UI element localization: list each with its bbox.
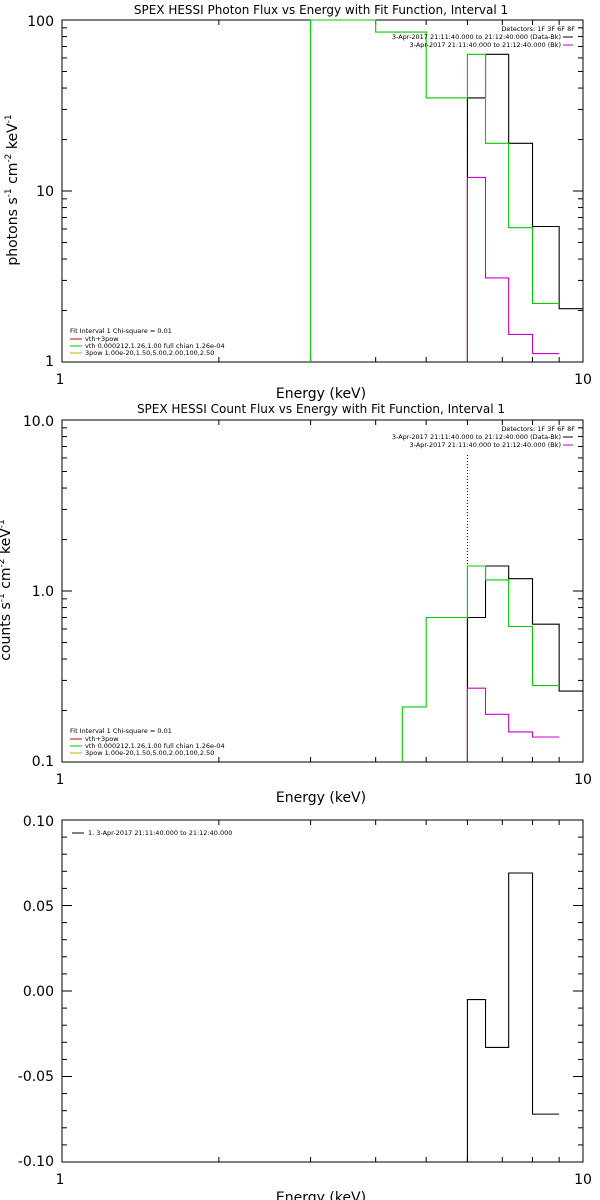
panel2-xtick-10: 10 [574,772,592,788]
panel3-xtick-10: 10 [574,1172,592,1188]
panel1-ytick-100: 100 [27,14,54,30]
panel2-ticks [61,419,584,763]
panel3-xlabel: Energy (keV) [276,1190,366,1200]
panel-residuals: 1 10 -0.10 -0.05 0.00 0.05 0.10 Energy (… [18,814,592,1200]
panel2-legend-vth: vth 0.000212,1.26,1.00 full chian 1.26e-… [85,742,225,750]
panel3-ytick-0.10: 0.10 [23,814,54,830]
panel2-ylabel: counts s-1 cm-2 keV-1 [0,519,14,661]
panel3-ytick-neg0.05: -0.05 [18,1069,54,1085]
series-bk [466,687,560,762]
panel1-title: SPEX HESSI Photon Flux vs Energy with Fi… [134,3,508,17]
panel1-xtick-1: 1 [56,372,65,388]
panel1-fit-header: Fit Interval 1 Chi-square = 0.01 [70,327,172,335]
panel2-legend-vth3pow: vth+3pow [85,735,119,743]
panel2-xtick-1: 1 [56,772,65,788]
series-data-bk [466,565,583,762]
panel2-legend-entry-databk: 3-Apr-2017 21:11:40.000 to 21:12:40.000 … [392,433,561,441]
panel3-xtick-1: 1 [56,1172,65,1188]
panel3-ytick-neg0.10: -0.10 [18,1154,54,1170]
panel-photon-flux: SPEX HESSI Photon Flux vs Energy with Fi… [4,3,592,402]
panel2-legend-right: Detectors: 1F 3F 6F 8F 3-Apr-2017 21:11:… [392,425,575,449]
series-residuals [466,872,560,1162]
panel1-frame [61,19,584,363]
panel2-ytick-10: 10.0 [23,414,54,430]
panel2-ytick-1: 1.0 [32,584,54,600]
panel1-legend-right: Detectors: 1F 3F 6F 8F 3-Apr-2017 21:11:… [392,25,575,49]
panel1-legend-entry-bk: 3-Apr-2017 21:11:40.000 to 21:12:40.000 … [410,41,561,49]
panel1-legend-vth: vth 0.000212,1.26,1.00 full chian 1.26e-… [85,342,225,350]
panel1-xtick-10: 10 [574,372,592,388]
series-model [401,565,560,762]
panel1-legend-entry-databk: 3-Apr-2017 21:11:40.000 to 21:12:40.000 … [392,33,561,41]
panel1-ytick-1: 1 [45,354,54,370]
panel2-ytick-0.1: 0.1 [32,754,54,770]
panel1-legend-3pow: 3pow 1.00e-20,1.50,5.00,2.00,100,2.50 [85,349,214,357]
panel2-detectors: Detectors: 1F 3F 6F 8F [501,425,575,433]
panel1-legend-vth3pow: vth+3pow [85,335,119,343]
panel1-xlabel: Energy (keV) [276,386,366,402]
panel2-legend-3pow: 3pow 1.00e-20,1.50,5.00,2.00,100,2.50 [85,749,214,757]
panel2-fit-header: Fit Interval 1 Chi-square = 0.01 [70,727,172,735]
panel2-series [401,455,583,762]
panel3-ytick-0.05: 0.05 [23,899,54,915]
panel1-detectors: Detectors: 1F 3F 6F 8F [501,25,575,33]
panel3-ytick-0.00: 0.00 [23,984,54,1000]
panel3-legend-entry: 1. 3-Apr-2017 21:11:40.000 to 21:12:40.0… [88,829,232,837]
series-bk [466,176,560,362]
panel3-ticks [61,819,584,1163]
panel3-series [466,872,560,1162]
panel1-ytick-10: 10 [36,184,54,200]
panel3-frame [61,819,584,1163]
series-data-bk [466,53,583,362]
panel2-title: SPEX HESSI Count Flux vs Energy with Fit… [137,402,505,416]
panel2-legend-entry-bk: 3-Apr-2017 21:11:40.000 to 21:12:40.000 … [410,441,561,449]
panel2-legend-left: Fit Interval 1 Chi-square = 0.01 vth+3po… [70,727,225,757]
panel1-series [310,19,583,362]
panel2-frame [61,419,584,763]
panel1-ticks [61,19,584,363]
panel2-xlabel: Energy (keV) [276,790,366,806]
series-model [310,19,560,362]
panel1-legend-left: Fit Interval 1 Chi-square = 0.01 vth+3po… [70,327,225,357]
panel1-ylabel: photons s-1 cm-2 keV-1 [4,114,21,265]
panel3-legend: 1. 3-Apr-2017 21:11:40.000 to 21:12:40.0… [72,829,232,837]
panel-count-flux: SPEX HESSI Count Flux vs Energy with Fit… [0,402,592,806]
